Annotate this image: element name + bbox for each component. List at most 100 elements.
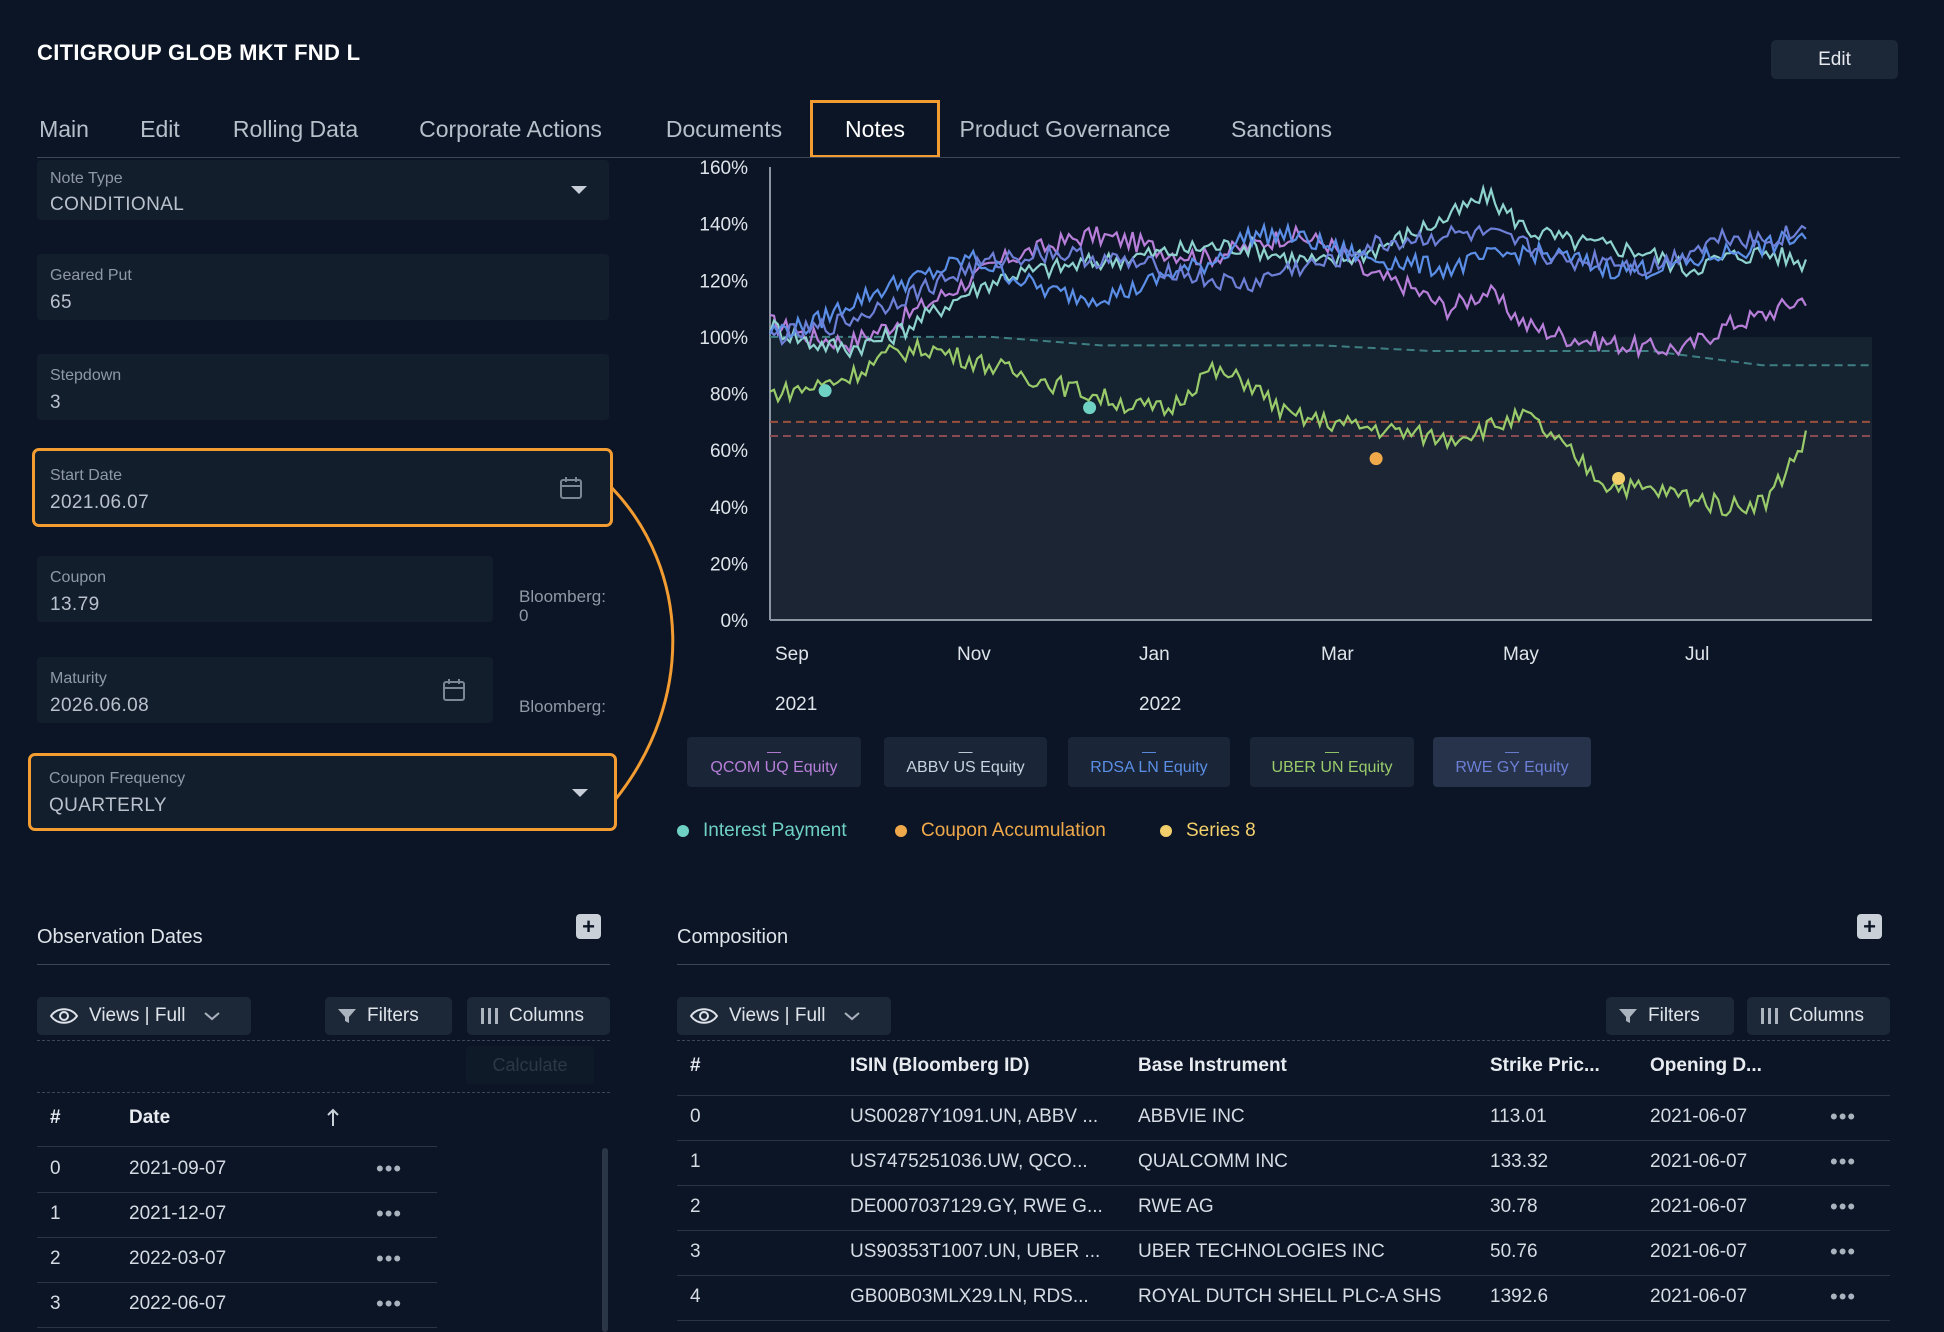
x-tick-year-label: 2021 [775,694,817,715]
views-dropdown[interactable]: Views | Full [677,997,891,1035]
filters-button[interactable]: Filters [325,997,452,1035]
columns-button[interactable]: Columns [467,997,610,1035]
maturity-label: Maturity [50,670,107,687]
cell-num: 4 [690,1286,701,1307]
event-marker [818,384,832,398]
coupon-value: 13.79 [50,594,100,615]
col-header-num[interactable]: # [690,1055,701,1076]
cell-isin: US00287Y1091.UN, ABBV ... [850,1106,1099,1127]
cell-opening-date: 2021-06-07 [1650,1286,1748,1307]
coupon-bloomberg-label: Bloomberg: [519,587,606,606]
add-composition-button[interactable]: + [1857,914,1882,939]
series-mark: — [1142,743,1156,759]
observation-scrollbar[interactable] [602,1148,608,1332]
col-header-date[interactable]: Date [129,1107,171,1128]
tab-rolling-data[interactable]: Rolling Data [232,115,359,142]
start-date-label: Start Date [50,467,123,484]
legend-series-8[interactable]: Series 8 [1160,820,1256,842]
row-menu-icon[interactable]: ••• [376,1156,403,1181]
col-header-strike-price[interactable]: Strike Pric... [1490,1055,1600,1076]
row-menu-icon[interactable]: ••• [376,1291,403,1316]
x-tick-label: Nov [957,644,991,665]
chevron-down-icon [572,789,588,797]
tab-edit[interactable]: Edit [140,115,180,142]
views-dropdown[interactable]: Views | Full [37,997,251,1035]
lower-zone [770,421,1872,620]
cell-isin: US7475251036.UW, QCO... [850,1151,1088,1172]
tab-bar: Main Edit Rolling Data Corporate Actions… [0,100,1900,158]
cell-strike-price: 50.76 [1490,1241,1538,1262]
equity-chip-rdsa[interactable]: — RDSA LN Equity [1068,737,1230,787]
note-type-value: CONDITIONAL [50,194,185,215]
add-observation-button[interactable]: + [576,914,601,939]
legend-dot [677,825,689,837]
stepdown-field[interactable]: Stepdown 3 [37,354,609,420]
x-tick-label: May [1503,644,1539,665]
col-header-isin[interactable]: ISIN (Bloomberg ID) [850,1055,1030,1076]
equity-chip-rwe[interactable]: — RWE GY Equity [1433,737,1591,787]
calculate-button[interactable]: Calculate [466,1046,594,1084]
coupon-frequency-select[interactable]: Coupon Frequency QUARTERLY [28,753,617,831]
cell-date: 2022-03-07 [129,1248,227,1269]
maturity-field[interactable]: Maturity 2026.06.08 [37,657,493,723]
start-date-field[interactable]: Start Date 2021.06.07 [32,448,613,527]
y-tick-label: 100% [699,328,748,349]
maturity-bloomberg-label: Bloomberg: [519,697,606,716]
cell-base-instrument: ABBVIE INC [1138,1106,1245,1127]
cell-strike-price: 30.78 [1490,1196,1538,1217]
geared-put-field[interactable]: Geared Put 65 [37,254,609,320]
col-header-base-instrument[interactable]: Base Instrument [1138,1055,1287,1076]
y-tick-label: 120% [699,271,748,292]
coupon-field[interactable]: Coupon 13.79 [37,556,493,622]
sort-arrow-up-icon[interactable] [325,1107,341,1129]
stepdown-label: Stepdown [50,367,122,384]
coupon-frequency-value: QUARTERLY [49,795,167,816]
chart-canvas: 160% 140% 120% 100% 80% 60% 40% 20% 0% Sep 2021 Nov… [699,158,1872,715]
chevron-down-icon [571,186,587,194]
tab-divider [37,157,1900,158]
row-menu-icon[interactable]: ••• [376,1246,403,1271]
col-header-num[interactable]: # [50,1107,61,1128]
note-type-select[interactable]: Note Type CONDITIONAL [37,160,609,220]
views-label: Views | Full [89,1005,186,1026]
columns-label: Columns [509,1005,584,1026]
row-divider [677,1230,1890,1231]
equity-chip-qcom[interactable]: — QCOM UQ Equity [687,737,861,787]
toolbar-divider [37,1092,610,1093]
calendar-icon[interactable] [558,475,584,501]
columns-button[interactable]: Columns [1747,997,1890,1035]
col-header-opening-date[interactable]: Opening D... [1650,1055,1762,1076]
filter-icon [1619,1009,1637,1023]
tab-corporate-actions[interactable]: Corporate Actions [419,115,602,142]
tab-notes[interactable]: Notes [810,100,940,158]
x-tick-label: Mar [1321,644,1354,665]
row-menu-icon[interactable]: ••• [1830,1239,1857,1264]
calendar-icon[interactable] [441,677,467,703]
event-marker [1369,452,1383,466]
equity-chip-label: ABBV US Equity [906,759,1025,776]
row-menu-icon[interactable]: ••• [1830,1149,1857,1174]
row-menu-icon[interactable]: ••• [1830,1194,1857,1219]
row-divider [677,1275,1890,1276]
tab-main[interactable]: Main [39,115,89,142]
equity-chip-abbv[interactable]: — ABBV US Equity [884,737,1047,787]
legend-coupon-accumulation[interactable]: Coupon Accumulation [895,820,1106,842]
cell-strike-price: 133.32 [1490,1151,1549,1172]
legend-interest-payment[interactable]: Interest Payment [677,820,847,842]
row-menu-icon[interactable]: ••• [1830,1104,1857,1129]
chevron-down-icon [844,1012,861,1021]
filters-label: Filters [367,1005,419,1026]
geared-put-label: Geared Put [50,267,132,284]
start-date-value: 2021.06.07 [50,492,150,513]
tab-sanctions[interactable]: Sanctions [1230,115,1332,142]
edit-button[interactable]: Edit [1771,40,1898,79]
row-menu-icon[interactable]: ••• [376,1201,403,1226]
equity-chip-uber[interactable]: — UBER UN Equity [1250,737,1414,787]
legend-label: Coupon Accumulation [921,820,1106,841]
views-label: Views | Full [729,1005,826,1026]
coupon-bloomberg-value: 0 [519,606,529,625]
tab-product-governance[interactable]: Product Governance [959,115,1171,142]
filters-button[interactable]: Filters [1606,997,1734,1035]
row-menu-icon[interactable]: ••• [1830,1284,1857,1309]
tab-documents[interactable]: Documents [665,115,783,142]
